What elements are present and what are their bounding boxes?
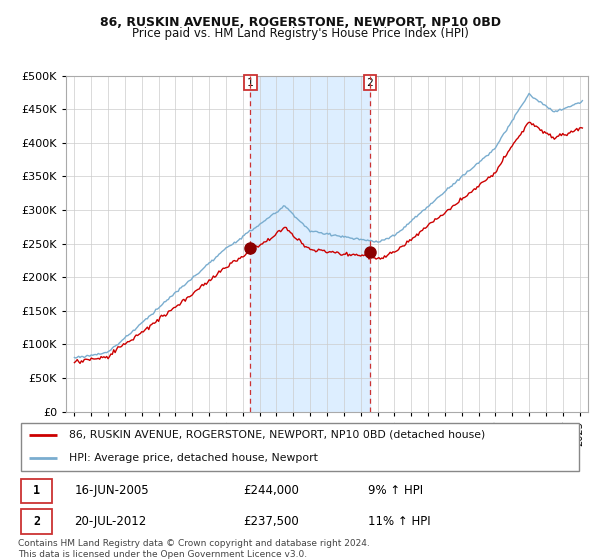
Text: £244,000: £244,000 xyxy=(244,484,299,497)
Text: 1: 1 xyxy=(247,78,254,87)
FancyBboxPatch shape xyxy=(21,510,52,534)
Text: 11% ↑ HPI: 11% ↑ HPI xyxy=(368,515,430,528)
Text: 9% ↑ HPI: 9% ↑ HPI xyxy=(368,484,423,497)
Text: 86, RUSKIN AVENUE, ROGERSTONE, NEWPORT, NP10 0BD (detached house): 86, RUSKIN AVENUE, ROGERSTONE, NEWPORT, … xyxy=(69,430,485,440)
Text: 1: 1 xyxy=(33,484,40,497)
Text: 2: 2 xyxy=(367,78,373,87)
Text: 20-JUL-2012: 20-JUL-2012 xyxy=(74,515,146,528)
Text: 86, RUSKIN AVENUE, ROGERSTONE, NEWPORT, NP10 0BD: 86, RUSKIN AVENUE, ROGERSTONE, NEWPORT, … xyxy=(100,16,500,29)
FancyBboxPatch shape xyxy=(21,479,52,503)
Text: 2: 2 xyxy=(33,515,40,528)
Bar xyxy=(250,76,370,412)
Text: £237,500: £237,500 xyxy=(244,515,299,528)
Text: 16-JUN-2005: 16-JUN-2005 xyxy=(74,484,149,497)
Text: Contains HM Land Registry data © Crown copyright and database right 2024.
This d: Contains HM Land Registry data © Crown c… xyxy=(18,539,370,559)
FancyBboxPatch shape xyxy=(21,423,579,470)
Text: HPI: Average price, detached house, Newport: HPI: Average price, detached house, Newp… xyxy=(69,453,317,463)
Text: Price paid vs. HM Land Registry's House Price Index (HPI): Price paid vs. HM Land Registry's House … xyxy=(131,27,469,40)
